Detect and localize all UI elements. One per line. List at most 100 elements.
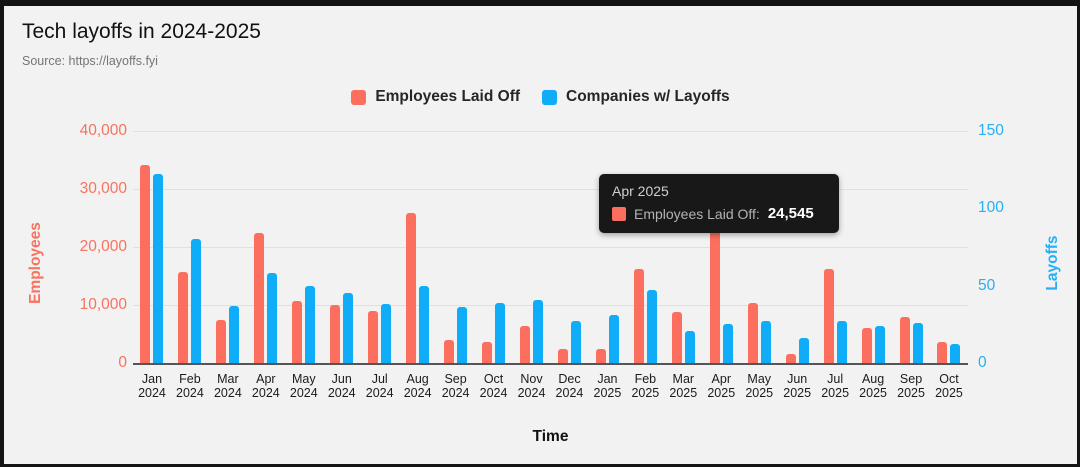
tooltip-title: Apr 2025	[612, 183, 669, 199]
x-tick-label: Mar 2025	[669, 372, 698, 400]
bar-employees[interactable]	[178, 272, 189, 363]
bar-companies[interactable]	[608, 315, 619, 363]
y-tick-left: 10,000	[79, 296, 127, 313]
bar-group	[588, 131, 626, 363]
bar-group	[550, 131, 588, 363]
x-tick-label: Jul 2025	[821, 372, 850, 400]
x-tick-label: Nov 2024	[517, 372, 546, 400]
bar-group	[930, 131, 968, 363]
x-tick-label: Jun 2025	[783, 372, 812, 400]
x-tick-label: Oct 2025	[935, 372, 963, 400]
x-axis-title: Time	[532, 428, 569, 445]
bar-employees[interactable]	[937, 341, 948, 363]
y-tick-left: 0	[118, 354, 127, 371]
bar-companies[interactable]	[381, 304, 392, 363]
x-axis-line	[133, 363, 968, 365]
tooltip-series-label: Employees Laid Off:	[634, 205, 760, 222]
plot-area	[133, 131, 968, 365]
bar-companies[interactable]	[343, 293, 354, 363]
bar-group	[702, 131, 740, 363]
bar-companies[interactable]	[457, 307, 468, 363]
x-tick-label: Sep 2025	[897, 372, 925, 400]
bar-employees[interactable]	[785, 353, 796, 363]
x-tick-label: Jan 2025	[593, 372, 622, 400]
bar-group	[399, 131, 437, 363]
legend: Employees Laid Off Companies w/ Layoffs	[4, 88, 1077, 106]
bar-employees[interactable]	[216, 320, 227, 363]
x-tick-label: May 2025	[745, 372, 774, 400]
gridline	[133, 247, 968, 248]
bar-companies[interactable]	[950, 344, 961, 363]
bar-companies[interactable]	[533, 299, 543, 363]
bar-companies[interactable]	[267, 273, 278, 363]
bar-companies[interactable]	[229, 305, 240, 363]
legend-item-employees[interactable]: Employees Laid Off	[351, 88, 520, 106]
tooltip: Apr 2025 Employees Laid Off: 24,545	[599, 174, 839, 233]
x-tick-label: Oct 2024	[479, 372, 508, 400]
tooltip-swatch-icon	[612, 206, 626, 221]
tooltip-row: Employees Laid Off: 24,545	[612, 205, 826, 222]
x-tick-label: Apr 2024	[251, 372, 280, 400]
bar-companies[interactable]	[570, 321, 581, 363]
bar-employees[interactable]	[406, 212, 417, 363]
bar-companies[interactable]	[722, 324, 733, 363]
bar-employees[interactable]	[709, 220, 720, 363]
y-axis-left-title: Employees	[27, 222, 44, 304]
x-axis-ticks: Jan 2024 Feb 2024 Mar 2024 Apr 2024 May 2024 Jun 20…	[133, 372, 968, 400]
bars	[133, 131, 968, 363]
bar-companies[interactable]	[495, 302, 506, 363]
gridline	[133, 189, 968, 190]
bar-group	[475, 131, 513, 363]
bar-employees[interactable]	[747, 302, 758, 363]
page-title: Tech layoffs in 2024-2025	[22, 20, 261, 43]
bar-companies[interactable]	[419, 285, 430, 363]
bar-employees[interactable]	[557, 348, 568, 363]
bar-companies[interactable]	[646, 290, 657, 363]
legend-item-companies[interactable]: Companies w/ Layoffs	[542, 88, 730, 106]
bar-employees[interactable]	[823, 268, 834, 363]
bar-employees[interactable]	[482, 341, 493, 363]
bar-group	[171, 131, 209, 363]
bar-group	[892, 131, 930, 363]
y-tick-left: 20,000	[79, 238, 127, 255]
bar-companies[interactable]	[305, 285, 316, 363]
bar-employees[interactable]	[633, 268, 644, 363]
bar-employees[interactable]	[671, 311, 682, 363]
bar-companies[interactable]	[798, 338, 809, 363]
bar-employees[interactable]	[899, 316, 910, 363]
bar-group	[778, 131, 816, 363]
bar-employees[interactable]	[520, 325, 530, 363]
bar-companies[interactable]	[912, 322, 923, 363]
x-tick-label: Jan 2024	[138, 372, 166, 400]
bar-group	[816, 131, 854, 363]
y-tick-left: 40,000	[79, 122, 127, 139]
bar-group	[626, 131, 664, 363]
bar-companies[interactable]	[153, 174, 164, 363]
employees-swatch-icon	[351, 89, 367, 105]
bar-employees[interactable]	[330, 304, 341, 363]
bar-employees[interactable]	[595, 349, 606, 363]
bar-employees[interactable]	[861, 328, 872, 363]
y-tick-right: 150	[978, 122, 1004, 139]
bar-companies[interactable]	[760, 321, 771, 363]
x-tick-label: Jul 2024	[365, 372, 394, 400]
bar-employees[interactable]	[140, 165, 151, 363]
bar-companies[interactable]	[684, 330, 695, 363]
bar-employees[interactable]	[254, 232, 265, 363]
bar-employees[interactable]	[292, 300, 303, 363]
y-tick-right: 0	[978, 354, 987, 371]
gridline	[133, 305, 968, 306]
bar-employees[interactable]	[368, 310, 379, 363]
bar-companies[interactable]	[836, 321, 847, 363]
x-tick-label: May 2024	[289, 372, 318, 400]
legend-label-companies: Companies w/ Layoffs	[566, 88, 730, 105]
bar-group	[285, 131, 323, 363]
tooltip-value: 24,545	[767, 205, 814, 222]
companies-swatch-icon	[542, 89, 558, 105]
x-tick-label: Feb 2025	[631, 372, 660, 400]
bar-employees[interactable]	[444, 339, 455, 363]
x-tick-label: Aug 2025	[859, 372, 887, 400]
bar-companies[interactable]	[874, 325, 885, 363]
y-axis-left-ticks: 40,000 30,000 20,000 10,000 0	[4, 122, 127, 371]
bar-companies[interactable]	[191, 239, 202, 363]
